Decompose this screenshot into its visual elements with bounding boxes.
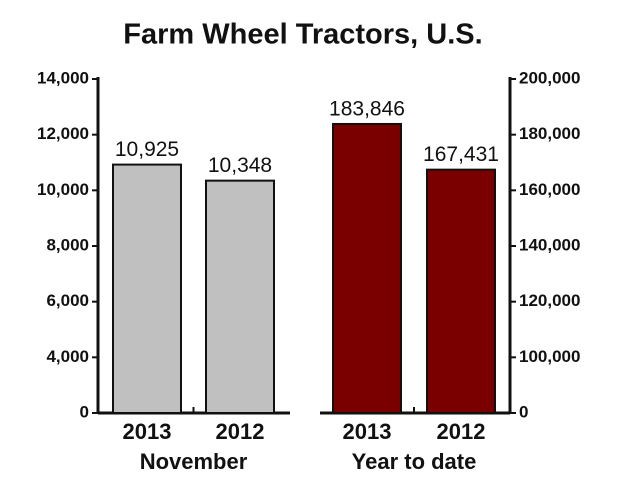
y-tick-label: 160,000 xyxy=(519,180,580,199)
bar xyxy=(205,179,275,414)
group-label: Year to date xyxy=(352,449,477,474)
value-label: 10,925 xyxy=(115,138,179,161)
bar xyxy=(426,168,496,414)
group-label: November xyxy=(140,449,248,474)
x-tick-label: 2013 xyxy=(123,419,172,444)
chart-title: Farm Wheel Tractors, U.S. xyxy=(123,19,482,51)
y-tick-label: 180,000 xyxy=(519,124,580,143)
value-label: 167,431 xyxy=(423,143,499,166)
y-tick-label: 200,000 xyxy=(519,68,580,87)
x-tick-label: 2012 xyxy=(437,419,486,444)
y-tick-label: 120,000 xyxy=(519,291,580,310)
y-tick-label: 4,000 xyxy=(46,347,89,366)
y-tick-label: 0 xyxy=(519,402,528,421)
y-tick-label: 8,000 xyxy=(46,235,89,254)
y-tick-label: 6,000 xyxy=(46,291,89,310)
bar xyxy=(332,122,402,414)
y-tick-label: 14,000 xyxy=(37,68,89,87)
value-label: 183,846 xyxy=(329,98,405,121)
y-tick-label: 12,000 xyxy=(37,124,89,143)
y-tick-label: 10,000 xyxy=(37,180,89,199)
x-tick-label: 2013 xyxy=(343,419,392,444)
y-tick-label: 100,000 xyxy=(519,347,580,366)
x-tick-label: 2012 xyxy=(216,419,265,444)
y-tick-label: 0 xyxy=(80,402,89,421)
bar xyxy=(112,163,182,414)
y-tick-label: 140,000 xyxy=(519,235,580,254)
value-label: 10,348 xyxy=(208,154,272,177)
